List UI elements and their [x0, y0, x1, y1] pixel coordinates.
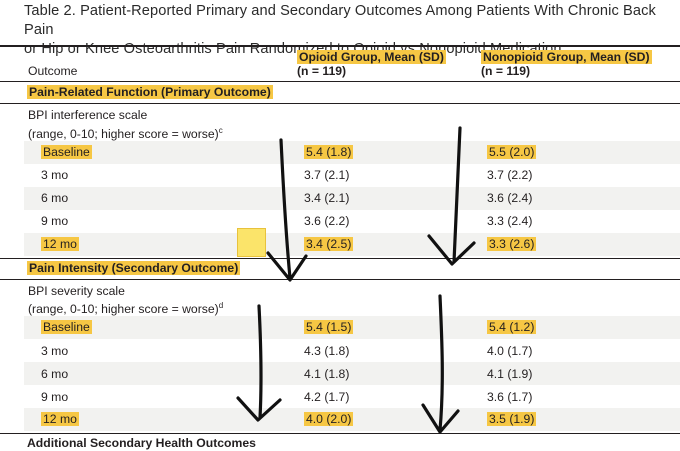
opioid-value: 4.1 (1.8)	[304, 367, 350, 381]
row-label: 3 mo	[41, 344, 69, 358]
row-label: 9 mo	[41, 390, 69, 404]
opioid-value: 5.4 (1.5)	[304, 320, 354, 334]
row-band	[24, 362, 680, 385]
scale-range-interference: (range, 0-10; higher score = worse)c	[28, 126, 223, 141]
row-label: 9 mo	[41, 214, 69, 228]
opioid-value: 5.4 (1.8)	[304, 145, 354, 159]
opioid-value: 3.4 (2.5)	[304, 237, 354, 251]
section-rule	[0, 258, 680, 259]
row-label: Baseline	[41, 145, 92, 159]
opioid-value: 4.2 (1.7)	[304, 390, 350, 404]
opioid-column-header: Opioid Group, Mean (SD)	[297, 50, 446, 64]
row-label: 6 mo	[41, 191, 69, 205]
scale-name-severity: BPI severity scale	[28, 284, 125, 298]
opioid-value: 4.0 (2.0)	[304, 412, 354, 426]
section-rule	[0, 103, 680, 104]
section-rule	[0, 433, 680, 434]
scale-range-severity: (range, 0-10; higher score = worse)d	[28, 301, 224, 316]
section-heading-additional: Additional Secondary Health Outcomes	[27, 436, 256, 450]
nonopioid-value: 5.4 (1.2)	[487, 320, 537, 334]
row-label: 12 mo	[41, 237, 79, 251]
nonopioid-n: (n = 119)	[481, 64, 531, 78]
row-label: Baseline	[41, 320, 92, 334]
nonopioid-value: 3.7 (2.2)	[487, 168, 533, 182]
nonopioid-column-header: Nonopioid Group, Mean (SD)	[481, 50, 652, 64]
nonopioid-value: 3.6 (1.7)	[487, 390, 533, 404]
nonopioid-value: 3.5 (1.9)	[487, 412, 537, 426]
header-rule	[0, 81, 680, 82]
opioid-value: 3.6 (2.2)	[304, 214, 350, 228]
sticky-note	[237, 228, 266, 257]
section-heading-primary: Pain-Related Function (Primary Outcome)	[27, 85, 273, 99]
opioid-value: 3.4 (2.1)	[304, 191, 350, 205]
table-title-line-1: Table 2. Patient-Reported Primary and Se…	[24, 3, 656, 38]
nonopioid-value: 5.5 (2.0)	[487, 145, 537, 159]
section-heading-secondary: Pain Intensity (Secondary Outcome)	[27, 261, 241, 275]
nonopioid-value: 3.6 (2.4)	[487, 191, 533, 205]
opioid-n: (n = 119)	[297, 64, 347, 78]
row-label: 6 mo	[41, 367, 69, 381]
opioid-value: 4.3 (1.8)	[304, 344, 350, 358]
nonopioid-value: 3.3 (2.4)	[487, 214, 533, 228]
scale-name-interference: BPI interference scale	[28, 108, 148, 122]
nonopioid-value: 4.0 (1.7)	[487, 344, 533, 358]
section-rule	[0, 279, 680, 280]
top-rule	[0, 45, 680, 47]
nonopioid-value: 4.1 (1.9)	[487, 367, 533, 381]
opioid-value: 3.7 (2.1)	[304, 168, 350, 182]
nonopioid-value: 3.3 (2.6)	[487, 237, 537, 251]
row-label: 12 mo	[41, 412, 79, 426]
footnote-marker: d	[218, 301, 224, 310]
row-label: 3 mo	[41, 168, 69, 182]
outcome-column-header: Outcome	[28, 64, 78, 78]
footnote-marker: c	[218, 126, 223, 135]
row-band	[24, 187, 680, 210]
